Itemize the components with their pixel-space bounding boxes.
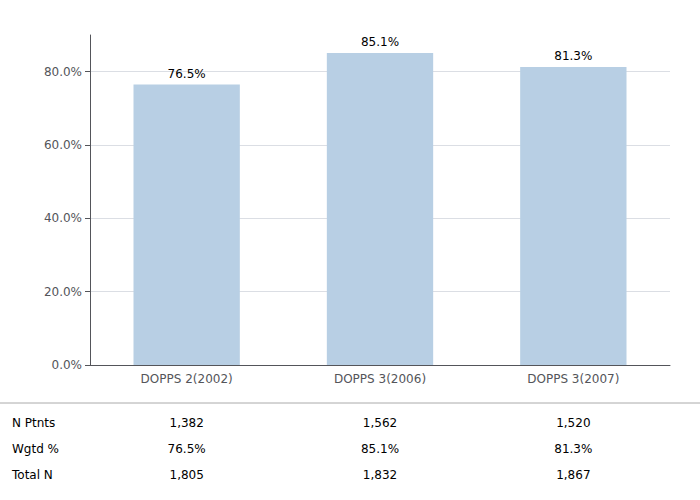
svg-text:DOPPS 2(2002): DOPPS 2(2002) <box>141 372 233 386</box>
svg-text:1,562: 1,562 <box>363 416 397 430</box>
svg-text:76.5%: 76.5% <box>168 442 206 456</box>
svg-text:20.0%: 20.0% <box>44 285 82 299</box>
svg-text:81.3%: 81.3% <box>554 442 592 456</box>
svg-text:81.3%: 81.3% <box>554 49 592 63</box>
svg-text:1,832: 1,832 <box>363 468 397 482</box>
svg-text:85.1%: 85.1% <box>361 442 399 456</box>
svg-text:Wgtd %: Wgtd % <box>12 442 59 456</box>
svg-text:60.0%: 60.0% <box>44 138 82 152</box>
svg-text:76.5%: 76.5% <box>168 67 206 81</box>
svg-text:0.0%: 0.0% <box>52 358 83 372</box>
svg-text:80.0%: 80.0% <box>44 65 82 79</box>
svg-text:85.1%: 85.1% <box>361 35 399 49</box>
svg-text:Total N: Total N <box>11 468 53 482</box>
svg-text:DOPPS 3(2006): DOPPS 3(2006) <box>334 372 426 386</box>
svg-text:1,805: 1,805 <box>169 468 203 482</box>
svg-text:40.0%: 40.0% <box>44 211 82 225</box>
svg-text:1,520: 1,520 <box>556 416 590 430</box>
svg-text:DOPPS 3(2007): DOPPS 3(2007) <box>527 372 619 386</box>
svg-text:1,867: 1,867 <box>556 468 590 482</box>
svg-text:1,382: 1,382 <box>169 416 203 430</box>
svg-text:N Ptnts: N Ptnts <box>12 416 55 430</box>
